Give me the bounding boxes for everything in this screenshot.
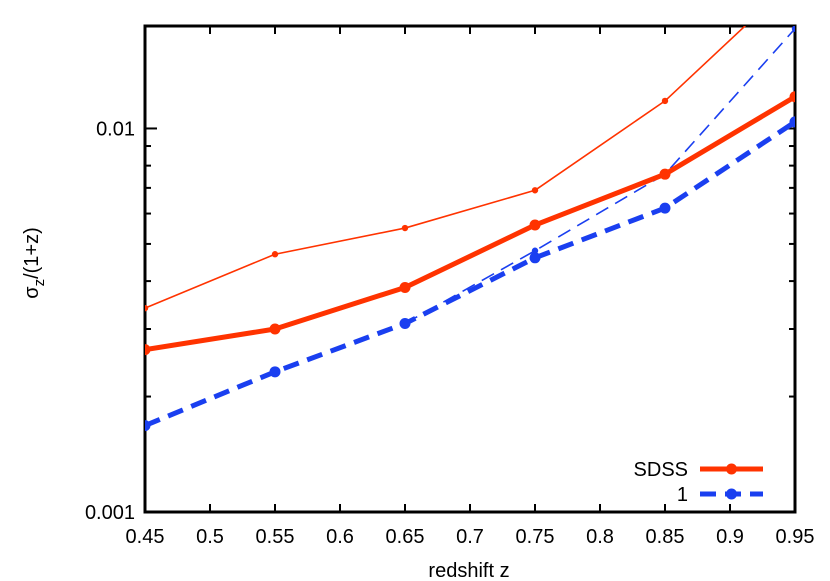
data-point <box>659 202 671 214</box>
series-line <box>404 28 795 325</box>
legend-entry: 1 <box>677 484 763 506</box>
data-point <box>145 304 149 312</box>
data-point <box>529 252 541 264</box>
legend-label: 1 <box>677 484 688 506</box>
legend: SDSS 1 <box>634 459 763 506</box>
data-point <box>145 420 151 432</box>
data-point <box>789 116 795 128</box>
data-series <box>145 26 795 432</box>
data-point <box>269 366 281 378</box>
data-point <box>401 224 409 232</box>
series-line <box>145 26 747 309</box>
series-3 <box>401 26 795 327</box>
x-tick-label: 0.55 <box>256 526 295 548</box>
x-tick-label: 0.75 <box>516 526 555 548</box>
data-point <box>399 281 411 293</box>
series-line <box>145 94 795 353</box>
y-axis-label-group: σz/(1+z) <box>21 227 48 299</box>
plot-border <box>143 24 797 514</box>
data-point <box>531 247 539 254</box>
legend-marker <box>726 463 737 475</box>
x-axis-label: redshift z <box>428 560 509 581</box>
plot-frame <box>143 24 797 514</box>
data-point <box>661 97 669 105</box>
y-axis-label: σz/(1+z) <box>21 227 48 299</box>
x-tick-label: 0.6 <box>326 526 354 548</box>
x-tick-label: 0.9 <box>716 526 744 548</box>
series-line <box>145 119 795 428</box>
x-tick-label: 0.65 <box>386 526 425 548</box>
series-1 <box>145 116 795 432</box>
x-tick-label: 0.95 <box>776 526 815 548</box>
x-tick-label: 0.8 <box>586 526 614 548</box>
y-tick-label: 0.01 <box>96 118 135 140</box>
x-tick-label: 0.45 <box>126 526 165 548</box>
axis-ticks <box>144 26 796 513</box>
data-point <box>529 219 541 231</box>
data-point <box>399 318 411 330</box>
legend-marker <box>726 488 737 500</box>
y-tick-label: 0.001 <box>85 502 135 524</box>
x-tick-label: 0.85 <box>646 526 685 548</box>
data-point <box>659 168 671 180</box>
data-point <box>791 26 795 32</box>
legend-entry: SDSS <box>634 459 763 481</box>
data-point <box>789 91 795 103</box>
legend-label: SDSS <box>634 459 688 481</box>
series-2 <box>145 26 747 312</box>
data-point <box>145 344 151 356</box>
data-point <box>531 187 539 194</box>
x-tick-label: 0.5 <box>196 526 224 548</box>
data-point <box>271 251 279 258</box>
data-point <box>269 323 281 335</box>
series-0 <box>145 91 795 356</box>
axis-tick-labels: 0.45 0.5 0.55 0.6 0.65 0.7 0.75 0.8 0.85 0.9 0.95 0… <box>85 118 815 548</box>
x-tick-label: 0.7 <box>456 526 484 548</box>
